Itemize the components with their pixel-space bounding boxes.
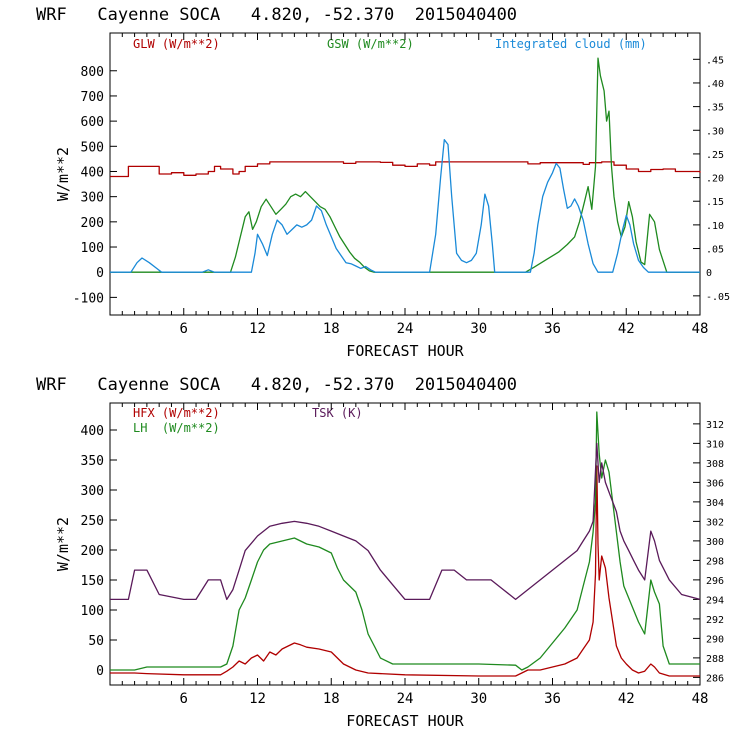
bottom-y-tick-label: 400: [81, 424, 104, 439]
bottom-series-hfx: [110, 465, 700, 677]
top-y-tick-label: 600: [81, 115, 104, 130]
top-y2-tick-label: .30: [706, 126, 724, 137]
top-chart-marks: 6 12 18 24 30 36 42 48 -100 0 100 200 300 400 500 600 70…: [73, 33, 730, 337]
bottom-y-tick-label: 200: [81, 544, 104, 559]
legend-gsw: GSW (W/m**2): [327, 37, 414, 51]
top-y-tick-label: 300: [81, 191, 104, 206]
bottom-x-tick-label: 30: [470, 691, 487, 707]
top-x-axis-label: FORECAST HOUR: [346, 342, 464, 360]
bottom-y-tick-label: 250: [81, 514, 104, 529]
top-y2-tick-label: 0: [706, 268, 712, 279]
bottom-x-axis-label: FORECAST HOUR: [346, 712, 464, 730]
bottom-y2-tick-label: 288: [706, 654, 724, 665]
bottom-y2-tick-label: 302: [706, 517, 724, 528]
bottom-x-tick-label: 36: [544, 691, 561, 707]
bottom-x-tick-label: 6: [180, 691, 188, 707]
bottom-x-tick-label: 48: [692, 691, 709, 707]
bottom-y2-tick-label: 286: [706, 673, 724, 684]
top-y2-tick-label: .45: [706, 55, 724, 66]
top-x-tick-label: 48: [692, 321, 709, 337]
top-x-tick-label: 12: [249, 321, 266, 337]
top-x-tick-label: 42: [618, 321, 635, 337]
bottom-y-tick-label: 0: [96, 664, 104, 679]
top-y2-tick-label: .25: [706, 150, 724, 161]
bottom-y2-tick-label: 304: [706, 498, 724, 509]
top-series-cloud: [110, 139, 700, 273]
bottom-plot-frame: [109, 402, 701, 686]
top-y-tick-label: 0: [96, 266, 104, 281]
bottom-y2-tick-label: 290: [706, 634, 724, 645]
bottom-y-tick-label: 50: [88, 634, 104, 649]
top-y-tick-label: 200: [81, 216, 104, 231]
legend-cloud: Integrated cloud (mm): [495, 37, 647, 51]
legend-glw: GLW (W/m**2): [133, 37, 220, 51]
top-x-tick-label: 6: [180, 321, 188, 337]
top-y-tick-label: 500: [81, 140, 104, 155]
top-y-axis-label: W/m**2: [54, 147, 72, 201]
bottom-y-tick-label: 100: [81, 604, 104, 619]
bottom-y-axis-label: W/m**2: [54, 517, 72, 571]
top-y2-tick-label: .10: [706, 221, 724, 232]
top-y-tick-label: 400: [81, 165, 104, 180]
bottom-chart-marks: 6 12 18 24 30 36 42 48 0 50 100 150 200 250 300 350 400 2…: [81, 403, 724, 707]
top-chart-title: WRF Cayenne SOCA 4.820, -52.370 20150404…: [36, 5, 517, 25]
bottom-y2-tick-label: 300: [706, 537, 724, 548]
bottom-chart-title: WRF Cayenne SOCA 4.820, -52.370 20150404…: [36, 375, 517, 395]
bottom-x-tick-label: 24: [397, 691, 414, 707]
top-x-tick-label: 18: [323, 321, 340, 337]
bottom-x-tick-label: 18: [323, 691, 340, 707]
bottom-y2-tick-label: 310: [706, 439, 724, 450]
bottom-y2-tick-label: 312: [706, 420, 724, 431]
top-y-tick-label: 700: [81, 90, 104, 105]
bottom-x-tick-label: 42: [618, 691, 635, 707]
legend-tsk: TSK (K): [312, 406, 363, 420]
bottom-y-tick-label: 350: [81, 454, 104, 469]
bottom-y2-tick-label: 306: [706, 478, 724, 489]
bottom-x-tick-label: 12: [249, 691, 266, 707]
top-y2-tick-label: .35: [706, 103, 724, 114]
top-y2-tick-label: .40: [706, 79, 724, 90]
top-x-tick-label: 30: [470, 321, 487, 337]
bottom-y2-tick-label: 298: [706, 556, 724, 567]
top-y-tick-label: -100: [73, 291, 104, 306]
bottom-y2-tick-label: 308: [706, 459, 724, 470]
top-x-tick-label: 24: [397, 321, 414, 337]
bottom-series-lh: [110, 411, 700, 671]
top-series-glw: [110, 161, 701, 178]
top-y2-tick-label: -.05: [706, 292, 730, 303]
top-y-tick-label: 800: [81, 65, 104, 80]
top-y2-tick-label: .15: [706, 197, 724, 208]
top-y-tick-label: 100: [81, 241, 104, 256]
bottom-y2-tick-label: 294: [706, 595, 724, 606]
bottom-series-tsk: [110, 442, 701, 601]
top-x-tick-label: 36: [544, 321, 561, 337]
bottom-y2-tick-label: 292: [706, 615, 724, 626]
bottom-y-tick-label: 300: [81, 484, 104, 499]
legend-hfx: HFX (W/m**2): [133, 406, 220, 420]
top-y2-tick-label: .05: [706, 245, 724, 256]
legend-lh: LH (W/m**2): [133, 421, 220, 435]
top-y2-tick-label: .20: [706, 174, 724, 185]
bottom-y2-tick-label: 296: [706, 576, 724, 587]
bottom-y-tick-label: 150: [81, 574, 104, 589]
bottom-chart: WRF Cayenne SOCA 4.820, -52.370 20150404…: [36, 375, 724, 730]
top-chart: WRF Cayenne SOCA 4.820, -52.370 20150404…: [36, 5, 730, 360]
